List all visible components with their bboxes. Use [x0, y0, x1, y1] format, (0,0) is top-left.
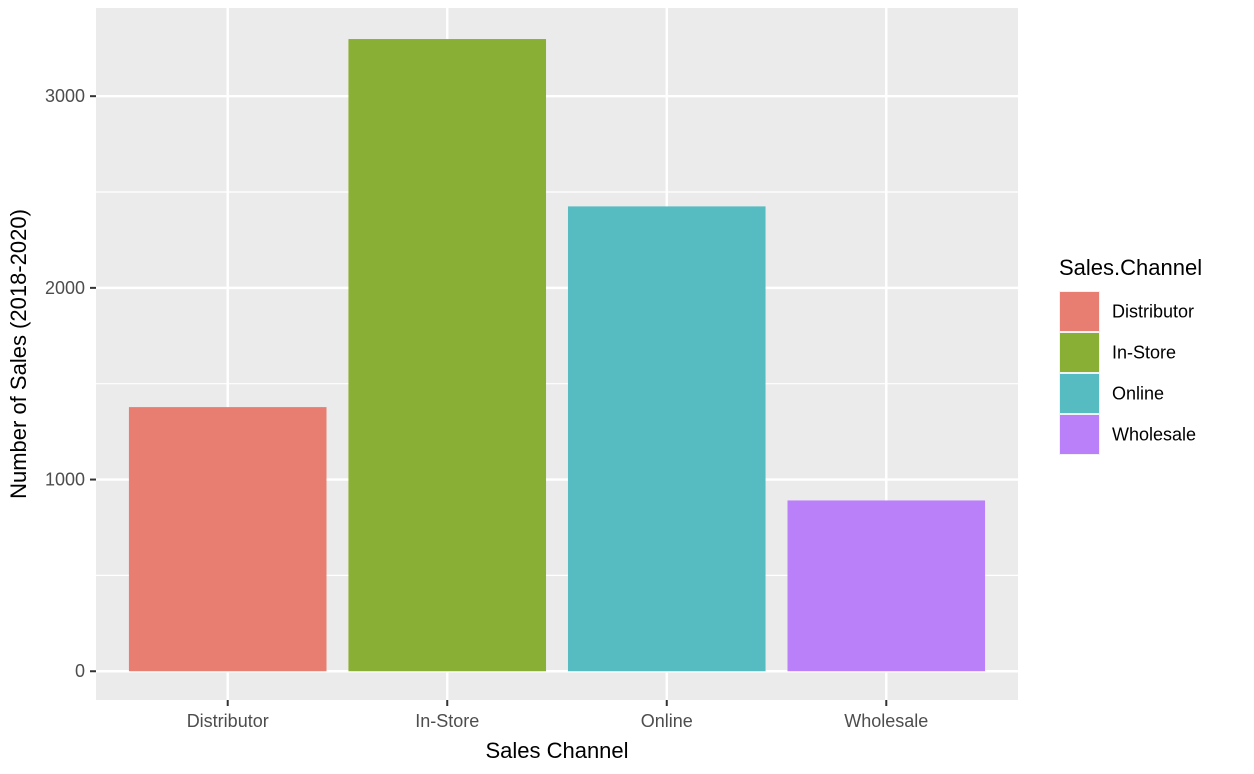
legend: Sales.Channel Distributor In-Store Online W…	[1059, 255, 1202, 455]
x-tick-label: In-Store	[415, 711, 479, 731]
x-axis: Distributor In-Store Online Wholesale	[187, 700, 928, 731]
y-tick-label: 0	[75, 661, 85, 681]
x-tick-label: Distributor	[187, 711, 269, 731]
y-tick-label: 1000	[45, 470, 85, 490]
y-axis: 0 1000 2000 3000	[45, 86, 96, 681]
x-tick-label: Online	[641, 711, 693, 731]
bar-distributor	[128, 407, 327, 672]
legend-swatch	[1060, 415, 1099, 454]
x-tick-label: Wholesale	[844, 711, 928, 731]
y-axis-title: Number of Sales (2018-2020)	[6, 209, 31, 499]
legend-label: Wholesale	[1112, 425, 1196, 445]
legend-label: In-Store	[1112, 343, 1176, 363]
bar-wholesale	[787, 500, 986, 672]
legend-swatch	[1060, 333, 1099, 372]
legend-swatch	[1060, 374, 1099, 413]
legend-items: Distributor In-Store Online Wholesale	[1059, 291, 1196, 455]
bars	[128, 39, 986, 672]
y-tick-label: 2000	[45, 278, 85, 298]
legend-title: Sales.Channel	[1059, 255, 1202, 280]
y-tick-label: 3000	[45, 86, 85, 106]
bar-in-store	[348, 39, 547, 672]
bar-online	[567, 206, 766, 672]
legend-swatch	[1060, 292, 1099, 331]
legend-label: Distributor	[1112, 302, 1194, 322]
legend-label: Online	[1112, 384, 1164, 404]
x-axis-title: Sales Channel	[485, 738, 628, 763]
